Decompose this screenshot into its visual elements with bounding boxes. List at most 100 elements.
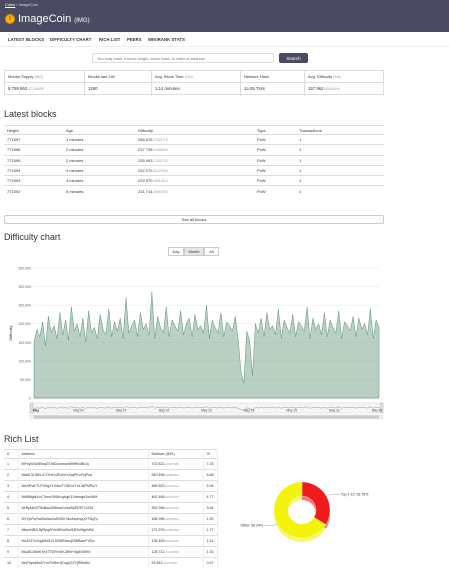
y-tick-label: 150,000	[18, 341, 31, 345]
see-all-blocks-button[interactable]: See all blocks	[4, 215, 384, 224]
x-tick-label: May 22	[329, 409, 340, 413]
column-header: Address	[18, 449, 149, 459]
balance-decimals: 06160214	[165, 484, 179, 488]
y-tick-label: 200,000	[18, 322, 31, 326]
coin-name: ImageCoin	[18, 13, 72, 25]
block-age: 2 minutes	[63, 144, 135, 156]
difficulty-main: 221 714.	[138, 188, 154, 194]
breadcrumb: Coins / ImageCoin	[5, 2, 38, 7]
table-row: 10 MnFhycd8wDYnr7NHm1EogUZZYjR5tzfbz 93 84…	[4, 557, 218, 569]
address-link[interactable]: MkwrNRGJlyRpqWYeMErwDcr53RoVfghMW	[18, 524, 149, 536]
nav-wikirank-stats[interactable]: WIKIRANK STATS	[148, 37, 186, 42]
rank: 9	[4, 546, 19, 558]
difficulty-decimals: 91466094	[153, 148, 168, 153]
difficulty-decimals: 71183739	[153, 158, 168, 163]
address-link[interactable]: MFxyW3z8KbqGTbtDJownan699RvcBk1y	[18, 458, 149, 470]
balance-main: 352 996.	[151, 506, 166, 510]
balance-main: 549 495.	[151, 473, 166, 477]
percent: 4.77	[203, 491, 218, 503]
column-header: Height	[4, 125, 63, 135]
navigator-series	[33, 405, 380, 411]
block-age: 5 minutes	[63, 185, 135, 197]
rich-list-heading: Rich List	[4, 434, 39, 444]
chart-scrollbar-thumb[interactable]	[34, 415, 379, 419]
range-day-button[interactable]: Day	[168, 247, 184, 256]
stat-label: Network Hash	[244, 74, 269, 79]
balance-decimals: 11550000	[165, 517, 179, 521]
stat-value-decimals: 00145144	[324, 87, 340, 91]
pie-label-leader	[326, 494, 340, 497]
address-link[interactable]: Mc3237vSug94x5YLSSMFwsxjZ56RamFVDc	[18, 535, 149, 547]
range-all-button[interactable]: All	[204, 247, 219, 256]
balance-main: 93 842.	[151, 561, 164, 566]
balance-main: 136 459.	[151, 539, 166, 543]
address-link[interactable]: MeXRvfLTLPXSgY19dnvT7AKhJYn13kPMRUY	[18, 480, 149, 492]
rich-list-table: # Address Balance (IMG) % 1 MFxyW3z8KbqGT…	[4, 449, 218, 569]
block-height-link[interactable]: 771594	[4, 164, 63, 176]
nav-rich-list[interactable]: RICH LIST	[99, 37, 121, 42]
percent: 5.66	[203, 469, 218, 481]
stat-label-text: Avg. Block Time	[155, 74, 184, 79]
range-month-button[interactable]: Month	[184, 247, 204, 256]
pie-slice-top-1-10[interactable]	[301, 481, 331, 525]
rank: 6	[4, 513, 19, 525]
block-difficulty: 235 493.71183739	[135, 154, 254, 166]
table-row: 7 MkwrNRGJlyRpqWYeMErwDcr53RoVfghMW 171 57…	[4, 524, 218, 536]
block-height-link[interactable]: 771593	[4, 175, 63, 186]
block-tx-count: 1	[296, 133, 384, 145]
difficulty-main: 227 728.	[138, 147, 154, 153]
nav-peers[interactable]: PEERS	[127, 37, 142, 42]
column-header: Type	[254, 125, 296, 135]
block-tx-count: 1	[296, 144, 384, 156]
address-link[interactable]: Md5f8gfsXoYTmmSMUruyhgK1Vdrmgn2oxWM	[18, 491, 149, 503]
x-tick-label: May 13	[201, 409, 212, 413]
nav-latest-blocks[interactable]: LATEST BLOCKS	[8, 37, 45, 42]
balance-decimals: 98850824	[165, 473, 179, 477]
block-difficulty: 268 615.77431176	[135, 133, 254, 145]
block-age: 1 minutes	[63, 133, 135, 145]
difficulty-chart: 0 50,000 100,000 150,000 200,000 250,000 300,0…	[8, 267, 384, 420]
address-link[interactable]: MaBL3LSBLrCYrHCvZKehYr2sqPKcFnjPnp	[18, 469, 149, 481]
x-tick-label: May 04	[73, 409, 84, 413]
stat-label: Blocks last 24h	[88, 74, 115, 79]
difficulty-main: 232 072.	[138, 168, 154, 174]
stat-unit: (24h)	[184, 75, 193, 79]
x-tick-label: May 19	[287, 409, 298, 413]
block-height-link[interactable]: 771596	[4, 144, 63, 156]
table-row: 771594 4 minutes 232 072.81470006 PoW 1	[4, 164, 384, 176]
address-link[interactable]: MqJ8C65eKYe47T59YnKKJ8HrYkgEr05Kh	[18, 546, 149, 558]
search-button[interactable]: Search	[279, 53, 308, 63]
stat-label-text: Network Hash	[244, 74, 270, 79]
difficulty-main: 235 493.	[138, 157, 154, 163]
rank: 4	[4, 491, 19, 503]
stat-unit: (24h)	[333, 75, 342, 79]
nav-difficulty-chart[interactable]: DIFFICULTY CHART	[50, 37, 92, 42]
y-tick-label: 250,000	[18, 304, 31, 308]
search-input[interactable]	[92, 53, 274, 63]
block-type: PoW	[254, 164, 296, 176]
navigator-right-handle[interactable]	[379, 402, 384, 414]
navigator-left-handle[interactable]	[29, 402, 34, 414]
block-height-link[interactable]: 771597	[4, 133, 63, 145]
column-header: %	[203, 449, 218, 459]
rank: 7	[4, 524, 19, 536]
address-link[interactable]: MnFhycd8wDYnr7NHm1EogUZZYjR5tzfbz	[18, 557, 149, 569]
address-link[interactable]: MYQxPqYoA9w3wJwSNXh7duAcpmyQXT5g7p	[18, 513, 149, 525]
balance-decimals: 46271030	[163, 561, 177, 566]
table-row: 3 MeXRvfLTLPXSgY19dnvT7AKhJYn13kPMRUY 489 …	[4, 480, 218, 492]
difficulty-area-series	[33, 292, 380, 399]
stat-value: 14.05 TH/s	[244, 86, 265, 91]
pie-slice-label: Other: 66.24%	[240, 524, 263, 528]
block-age: 2 minutes	[63, 154, 135, 166]
table-row: 8 Mc3237vSug94x5YLSSMFwsxjZ56RamFVDc 136 4…	[4, 535, 218, 547]
block-type: PoW	[254, 175, 296, 186]
address-link[interactable]: MrRjA4hST5sBsw55BmaI1zsaSyEE5T1x931	[18, 502, 149, 514]
stat-value: 1.14 minutes	[155, 86, 180, 91]
block-height-link[interactable]: 771595	[4, 154, 63, 166]
divider	[85, 82, 151, 83]
balance-decimals: 99663643	[165, 506, 179, 510]
table-row: 9 MqJ8C65eKYe47T59YnKKJ8HrYkgEr05Kh 128 71…	[4, 546, 218, 558]
breadcrumb-home-link[interactable]: Coins	[5, 2, 16, 7]
stat-value: 157 962.00145144	[308, 86, 340, 91]
block-height-link[interactable]: 771592	[4, 185, 63, 197]
